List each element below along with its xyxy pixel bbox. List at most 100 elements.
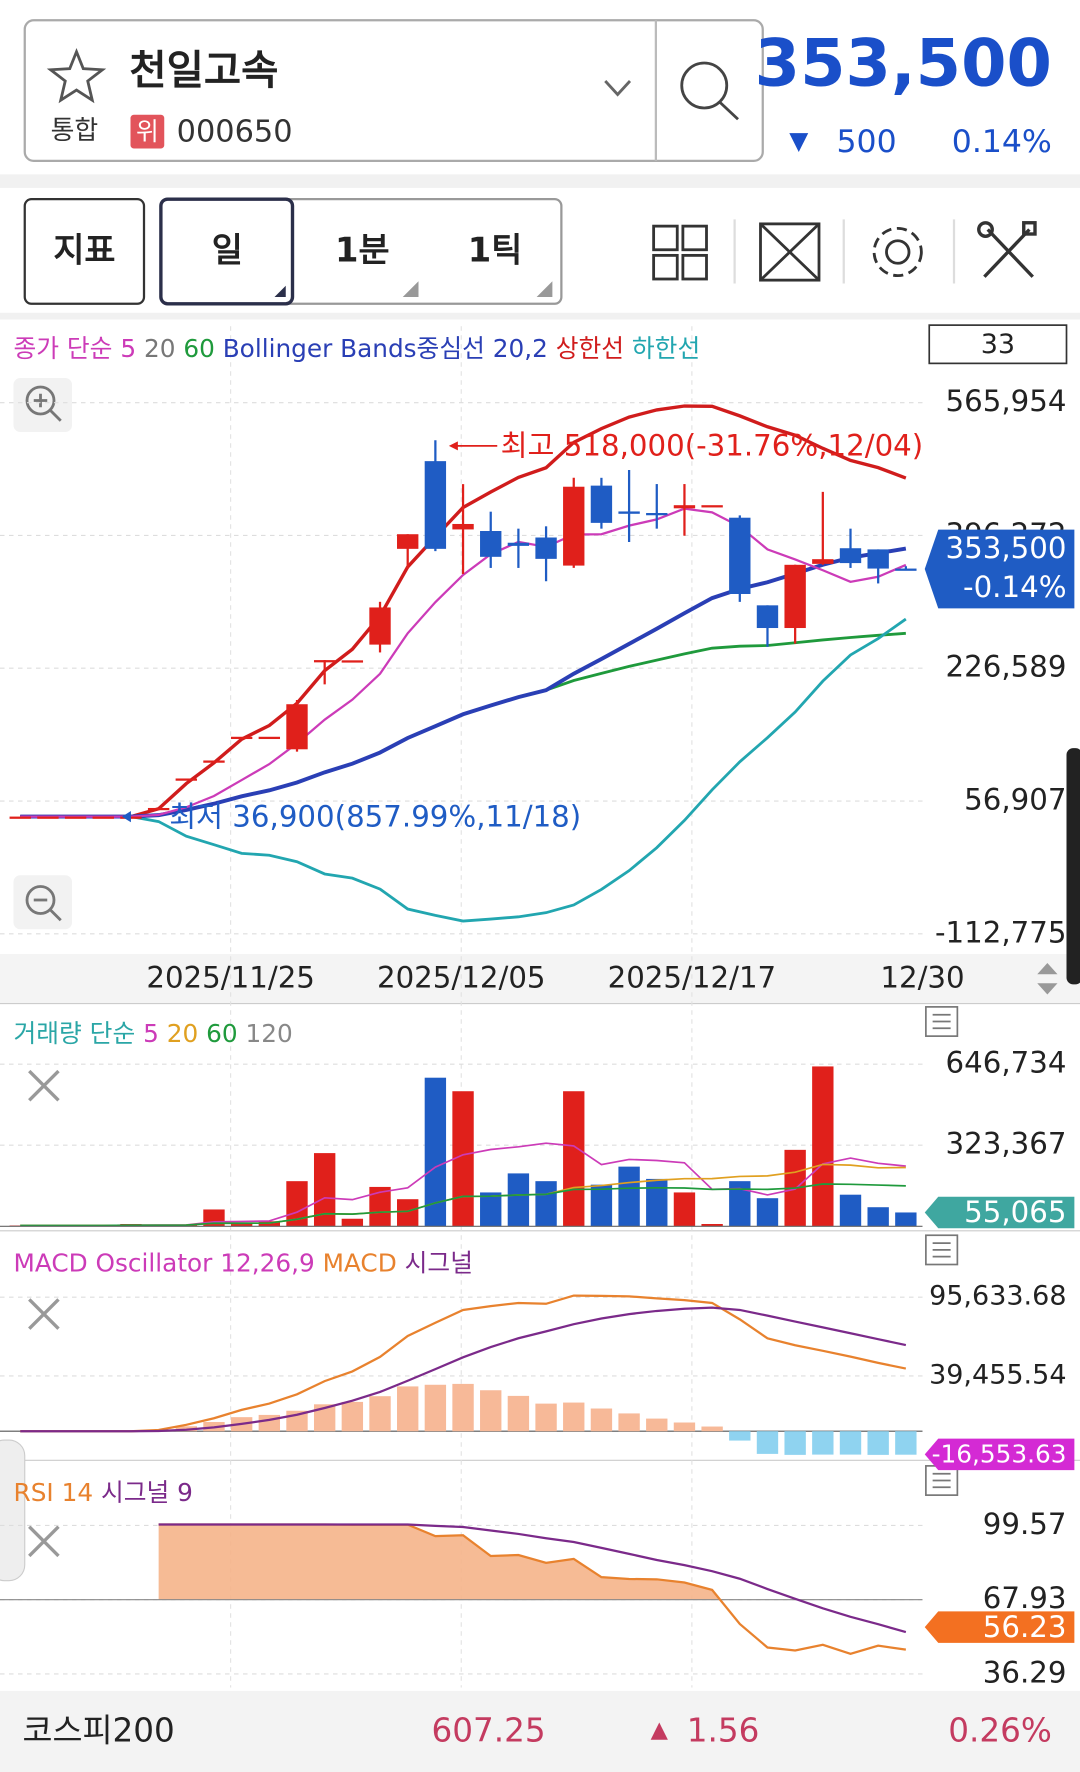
separator	[0, 174, 1080, 188]
candle-body	[646, 513, 668, 516]
fullscreen-icon[interactable]	[759, 222, 821, 282]
oscillator-bar	[369, 1396, 391, 1432]
close-panel[interactable]	[28, 1525, 60, 1558]
candle-body	[64, 816, 87, 819]
volume-bar	[673, 1192, 696, 1227]
index-name: 코스피200	[23, 1712, 175, 1750]
close-panel[interactable]	[28, 1069, 60, 1102]
candle-body	[756, 605, 779, 629]
zoom-in[interactable]	[13, 378, 73, 433]
index-change: 1.56	[687, 1712, 760, 1750]
volume-bar	[563, 1091, 585, 1227]
y-tick-label: 323,367	[946, 1127, 1067, 1161]
legend-item: 종가 단순	[14, 334, 113, 363]
legend-item: 120	[245, 1019, 292, 1048]
oscillator-bar	[480, 1390, 502, 1432]
side-handle[interactable]	[0, 1439, 26, 1582]
layout-icon[interactable]	[652, 224, 708, 281]
favorite-star[interactable]	[46, 47, 107, 104]
legend-item: 하한선	[632, 334, 700, 363]
oscillator-bar	[507, 1395, 530, 1432]
badge-label: 353,500	[946, 531, 1067, 565]
legend: 거래량 단순 5 20 60 120	[14, 1019, 293, 1048]
panel-menu[interactable]	[925, 1006, 959, 1037]
button-label: 1틱	[468, 231, 523, 270]
oscillator-bar	[535, 1403, 557, 1432]
close-panel[interactable]	[28, 1298, 60, 1330]
macd-line	[20, 1294, 907, 1433]
volume-bar	[397, 1199, 419, 1227]
y-tick-label: 67.93	[983, 1581, 1067, 1615]
settings-icon[interactable]	[872, 226, 923, 278]
oscillator-bar	[729, 1431, 751, 1441]
volume-bar	[341, 1218, 364, 1227]
candle-body	[175, 778, 197, 781]
zoom-out[interactable]	[13, 875, 73, 930]
change-pct: 0.14%	[952, 124, 1052, 160]
index-arrow: ▲	[651, 1717, 669, 1743]
y-tick-label: 56,907	[964, 783, 1066, 817]
dropdown[interactable]	[604, 80, 632, 97]
search[interactable]	[680, 61, 729, 110]
candle-body	[9, 816, 31, 819]
low-note: 최저 36,900(857.99%,11/18)	[169, 799, 581, 833]
badge-label: -16,553.63	[932, 1440, 1067, 1469]
oscillator-bar	[701, 1426, 723, 1432]
bb-lower	[20, 617, 907, 923]
y-tick-label: 226,589	[946, 650, 1067, 684]
oscillator-bar	[313, 1404, 336, 1432]
candle-body	[839, 548, 862, 564]
y-tick-label: 95,633.68	[929, 1281, 1066, 1312]
volume-bar	[590, 1184, 613, 1227]
volume-bar	[756, 1198, 779, 1227]
legend: 종가 단순 5 20 60 Bollinger Bands중심선 20,2 상한선 하한선	[14, 334, 701, 363]
y-tick-label: -112,775	[935, 915, 1067, 949]
volume-bar	[618, 1166, 640, 1227]
volume-ma	[20, 1183, 906, 1227]
candle-body	[424, 461, 447, 549]
candle-body	[507, 542, 530, 546]
y-tick-label: 646,734	[946, 1046, 1067, 1080]
volume-bar	[729, 1181, 751, 1227]
button-label: 1분	[335, 231, 390, 270]
corner-mark	[402, 281, 419, 298]
volume-bar	[812, 1066, 834, 1227]
oscillator-bar	[673, 1422, 696, 1432]
candle-body	[590, 485, 613, 523]
corner-mark	[274, 285, 286, 298]
candle-body	[37, 816, 59, 819]
candle-body	[895, 568, 917, 571]
legend-item: 60	[183, 334, 215, 363]
candle-body	[535, 537, 557, 559]
volume-bar	[286, 1181, 308, 1227]
scroll-arrows[interactable]	[1037, 963, 1058, 995]
candle-body	[618, 511, 640, 514]
date-axis-bg	[0, 954, 1080, 1004]
candle-body	[286, 704, 308, 750]
change-arrow: ▼	[789, 126, 808, 155]
y-tick-label: 36.29	[983, 1655, 1067, 1689]
legend-item: 20	[144, 334, 176, 363]
candle-body	[701, 505, 723, 508]
value-badge	[924, 1438, 1075, 1471]
stock-code: 000650	[177, 114, 293, 149]
day-button[interactable]	[159, 197, 295, 306]
y-tick-label: 39,455.54	[929, 1359, 1066, 1390]
market: 통합	[51, 116, 99, 146]
ma5-line	[20, 507, 907, 818]
value-badge	[924, 529, 1075, 609]
index-value: 607.25	[432, 1712, 546, 1750]
volume-bar	[839, 1194, 862, 1227]
legend-item: 60	[206, 1019, 238, 1048]
indicator-button[interactable]	[23, 198, 146, 305]
date-label: 2025/11/25	[146, 960, 315, 994]
stock-selector[interactable]	[23, 19, 764, 163]
stock-name: 천일고속	[129, 46, 278, 94]
tools-icon[interactable]	[977, 221, 1037, 278]
change: 500	[837, 124, 897, 160]
panel-menu[interactable]	[925, 1465, 959, 1496]
legend-item: 거래량 단순	[14, 1019, 136, 1048]
panel-menu[interactable]	[925, 1234, 959, 1266]
volume-bar	[507, 1173, 530, 1227]
count: 33	[981, 329, 1015, 360]
